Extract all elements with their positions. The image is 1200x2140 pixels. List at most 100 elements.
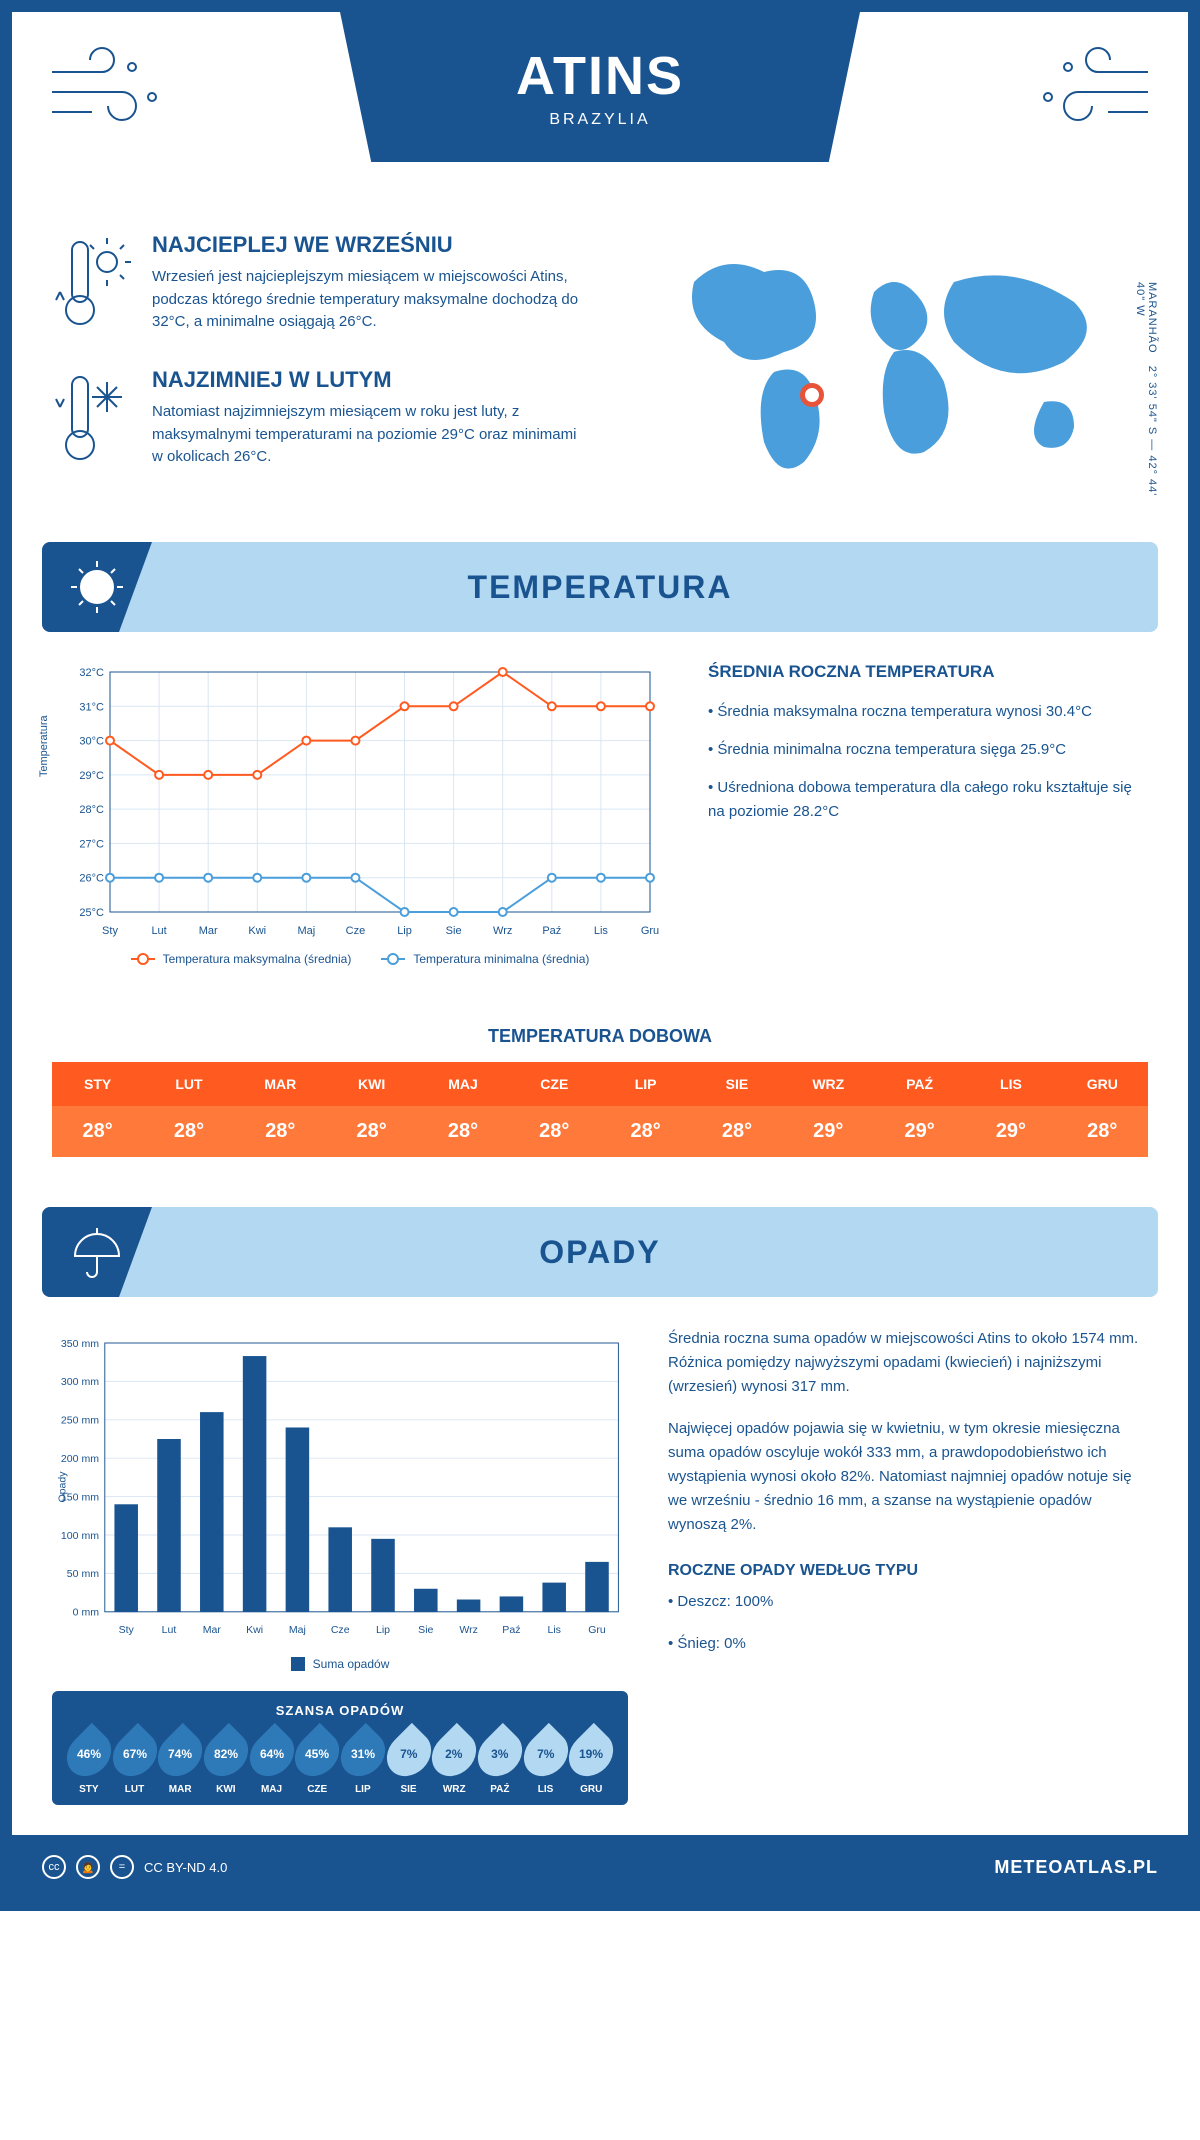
svg-text:Gru: Gru <box>641 925 659 937</box>
svg-text:Paź: Paź <box>502 1624 520 1636</box>
table-header-cell: KWI <box>326 1062 417 1106</box>
table-value-cell: 28° <box>235 1106 326 1157</box>
table-header-cell: PAŹ <box>874 1062 965 1106</box>
svg-text:250 mm: 250 mm <box>61 1415 99 1427</box>
table-header-cell: LUT <box>143 1062 234 1106</box>
table-header-cell: MAJ <box>417 1062 508 1106</box>
table-header-cell: SIE <box>691 1062 782 1106</box>
chance-drop: 3%PAŹ <box>479 1730 521 1795</box>
info-bullet: • Średnia minimalna roczna temperatura s… <box>708 738 1148 762</box>
rain-section-header: OPADY <box>42 1207 1158 1297</box>
thermometer-hot-icon <box>52 232 132 337</box>
site-name: METEOATLAS.PL <box>994 1857 1158 1878</box>
rain-bar-chart: 0 mm50 mm100 mm150 mm200 mm250 mm300 mm3… <box>52 1327 628 1647</box>
daily-temp-table: STYLUTMARKWIMAJCZELIPSIEWRZPAŹLISGRU 28°… <box>52 1062 1148 1157</box>
svg-text:28°C: 28°C <box>79 804 104 816</box>
temperature-section: Temperatura 25°C26°C27°C28°C29°C30°C31°C… <box>12 632 1188 996</box>
legend-item: Temperatura minimalna (średnia) <box>381 952 589 966</box>
temperature-info: ŚREDNIA ROCZNA TEMPERATURA • Średnia mak… <box>708 662 1148 966</box>
title-banner: ATINS BRAZYLIA <box>340 12 860 162</box>
location-marker <box>800 383 824 407</box>
chance-drop: 74%MAR <box>159 1730 201 1795</box>
legend-item: Temperatura maksymalna (średnia) <box>131 952 352 966</box>
svg-text:27°C: 27°C <box>79 838 104 850</box>
section-title: OPADY <box>42 1234 1158 1271</box>
table-header-cell: LIS <box>965 1062 1056 1106</box>
info-bullet: • Średnia maksymalna roczna temperatura … <box>708 700 1148 724</box>
info-bullet: • Deszcz: 100% <box>668 1590 1148 1614</box>
header: ATINS BRAZYLIA <box>12 12 1188 212</box>
table-header-cell: STY <box>52 1062 143 1106</box>
footer: cc 🙍 = CC BY-ND 4.0 METEOATLAS.PL <box>12 1835 1188 1899</box>
world-map <box>620 232 1148 492</box>
table-header-cell: WRZ <box>783 1062 874 1106</box>
svg-text:Wrz: Wrz <box>459 1624 478 1636</box>
wind-icon <box>1028 42 1158 137</box>
svg-text:Mar: Mar <box>203 1624 222 1636</box>
coldest-title: NAJZIMNIEJ W LUTYM <box>152 367 580 393</box>
table-value-cell: 29° <box>874 1106 965 1157</box>
info-title: ŚREDNIA ROCZNA TEMPERATURA <box>708 662 1148 682</box>
warmest-block: NAJCIEPLEJ WE WRZEŚNIU Wrzesień jest naj… <box>52 232 580 337</box>
rain-chance-box: SZANSA OPADÓW 46%STY67%LUT74%MAR82%KWI64… <box>52 1691 628 1805</box>
chance-drop: 46%STY <box>68 1730 110 1795</box>
license-text: CC BY-ND 4.0 <box>144 1860 227 1875</box>
svg-text:Lis: Lis <box>594 925 609 937</box>
table-value-cell: 28° <box>1057 1106 1148 1157</box>
page-subtitle: BRAZYLIA <box>549 111 650 129</box>
table-header-cell: CZE <box>509 1062 600 1106</box>
svg-text:31°C: 31°C <box>79 701 104 713</box>
svg-text:350 mm: 350 mm <box>61 1338 99 1350</box>
chance-drop: 82%KWI <box>205 1730 247 1795</box>
info-bullet: • Uśredniona dobowa temperatura dla całe… <box>708 776 1148 824</box>
table-value-cell: 29° <box>783 1106 874 1157</box>
chance-drop: 67%LUT <box>114 1730 156 1795</box>
table-value-cell: 28° <box>143 1106 234 1157</box>
warmest-title: NAJCIEPLEJ WE WRZEŚNIU <box>152 232 580 258</box>
table-value-cell: 28° <box>52 1106 143 1157</box>
svg-text:Gru: Gru <box>588 1624 606 1636</box>
thermometer-cold-icon <box>52 367 132 472</box>
svg-text:Kwi: Kwi <box>246 1624 263 1636</box>
svg-text:Maj: Maj <box>289 1624 306 1636</box>
umbrella-icon <box>42 1207 152 1297</box>
svg-text:Opady: Opady <box>56 1471 68 1503</box>
chance-drop: 2%WRZ <box>433 1730 475 1795</box>
rain-info: Średnia roczna suma opadów w miejscowośc… <box>668 1327 1148 1805</box>
temperature-line-chart: Temperatura 25°C26°C27°C28°C29°C30°C31°C… <box>52 662 668 942</box>
svg-text:Lis: Lis <box>547 1624 560 1636</box>
svg-text:100 mm: 100 mm <box>61 1530 99 1542</box>
chart-legend: Temperatura maksymalna (średnia) Temperat… <box>52 952 668 966</box>
page: ATINS BRAZYLIA <box>0 0 1200 1911</box>
svg-text:Lip: Lip <box>397 925 412 937</box>
chance-drop: 19%GRU <box>570 1730 612 1795</box>
svg-text:200 mm: 200 mm <box>61 1453 99 1465</box>
svg-text:300 mm: 300 mm <box>61 1376 99 1388</box>
table-value-cell: 28° <box>600 1106 691 1157</box>
cc-icon: cc <box>42 1855 66 1879</box>
info-bullet: • Śnieg: 0% <box>668 1632 1148 1656</box>
wind-icon <box>42 42 172 137</box>
chance-drop: 7%SIE <box>388 1730 430 1795</box>
chart-legend: Suma opadów <box>52 1657 628 1671</box>
chance-drop: 64%MAJ <box>251 1730 293 1795</box>
table-value-cell: 28° <box>326 1106 417 1157</box>
table-value-cell: 28° <box>417 1106 508 1157</box>
rain-section: 0 mm50 mm100 mm150 mm200 mm250 mm300 mm3… <box>12 1297 1188 1835</box>
svg-text:Wrz: Wrz <box>493 925 512 937</box>
svg-text:Lut: Lut <box>162 1624 177 1636</box>
svg-text:Mar: Mar <box>199 925 218 937</box>
svg-text:Sty: Sty <box>119 1624 135 1636</box>
svg-text:Sie: Sie <box>418 1624 433 1636</box>
coldest-text: Natomiast najzimniejszym miesiącem w rok… <box>152 401 580 469</box>
section-title: TEMPERATURA <box>42 569 1158 606</box>
coldest-block: NAJZIMNIEJ W LUTYM Natomiast najzimniejs… <box>52 367 580 472</box>
svg-text:26°C: 26°C <box>79 873 104 885</box>
svg-text:30°C: 30°C <box>79 736 104 748</box>
table-value-cell: 29° <box>965 1106 1056 1157</box>
table-value-cell: 28° <box>691 1106 782 1157</box>
by-icon: 🙍 <box>76 1855 100 1879</box>
temperature-section-header: TEMPERATURA <box>42 542 1158 632</box>
svg-text:Kwi: Kwi <box>248 925 266 937</box>
warmest-text: Wrzesień jest najcieplejszym miesiącem w… <box>152 266 580 334</box>
